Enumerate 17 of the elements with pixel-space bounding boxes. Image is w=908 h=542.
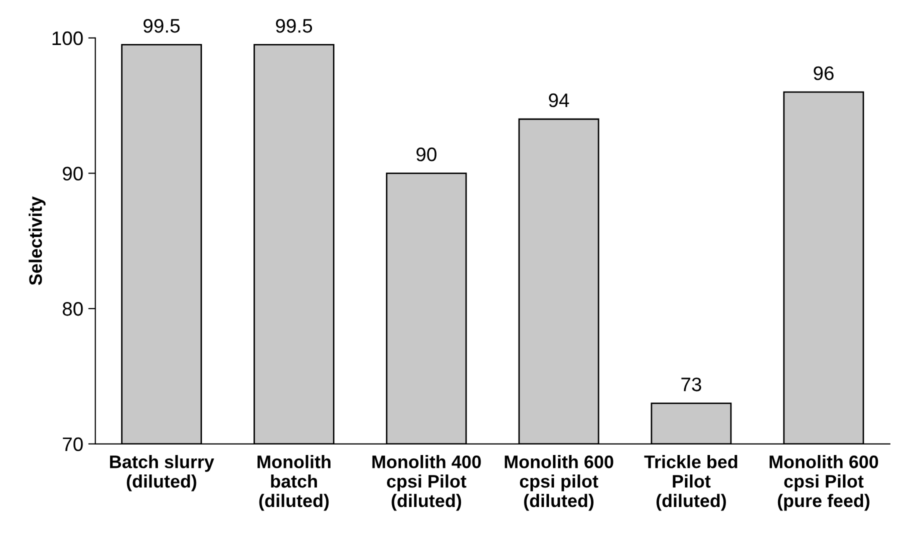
data-label: 73	[681, 378, 702, 392]
x-tick-label: Monolith 600 cpsi Pilot (pure feed)	[770, 455, 878, 511]
data-label: 94	[548, 93, 570, 108]
x-tick-label: Batch slurry (diluted)	[110, 455, 214, 492]
y-tick-label: 70	[62, 437, 83, 452]
y-tick-label: 100	[52, 31, 83, 46]
x-tick-label: Monolith 400 cpsi Pilot (diluted)	[372, 455, 481, 511]
data-label: 99.5	[144, 18, 180, 33]
data-label: 96	[814, 66, 834, 80]
y-tick-label: 80	[62, 302, 83, 316]
data-label: 90	[416, 148, 436, 162]
x-tick-label: Monolith batch (diluted)	[258, 455, 330, 511]
x-tick-label: Trickle bed Pilot (diluted)	[644, 455, 738, 511]
y-axis-title: Selectivity	[28, 196, 46, 286]
data-label: 99.5	[276, 18, 312, 33]
y-tick-label: 90	[62, 166, 83, 180]
x-tick-label: Monolith 600 cpsi pilot (diluted)	[504, 455, 614, 511]
